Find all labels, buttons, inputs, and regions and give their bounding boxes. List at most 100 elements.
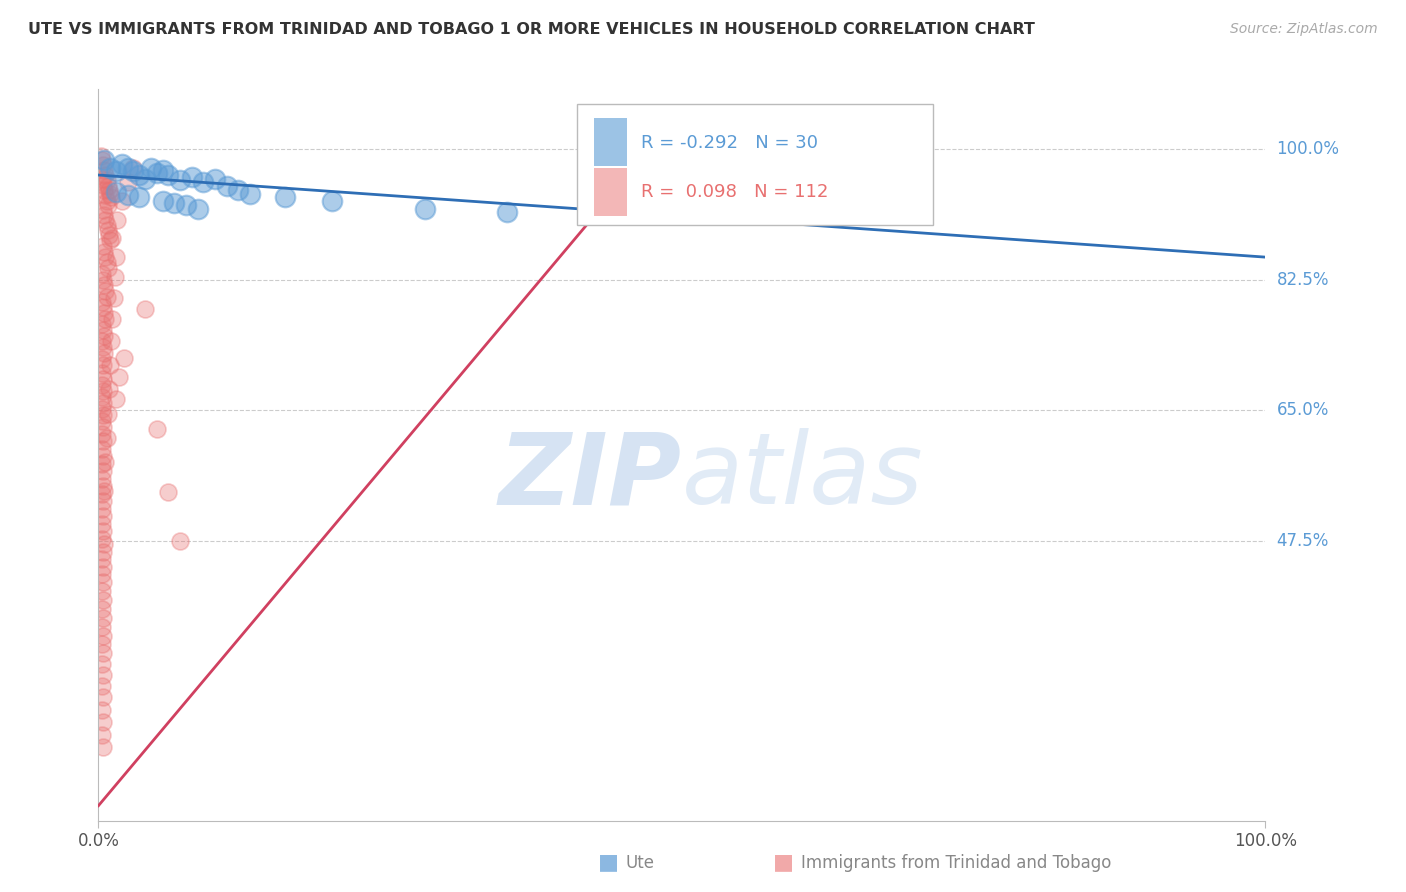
Point (101, 312, 124, 326)
Point (93, 162, 115, 177)
Point (163, 195, 186, 210)
Point (91, 668, 114, 682)
Point (413, 202, 436, 216)
Point (90, 427, 112, 442)
Point (91, 610, 114, 624)
Point (215, 179, 238, 194)
Text: 47.5%: 47.5% (1277, 532, 1329, 549)
Point (93, 244, 115, 259)
Point (94, 212, 117, 227)
Point (91, 464, 114, 478)
Point (204, 171, 226, 186)
Point (108, 369, 131, 384)
Point (104, 185, 127, 199)
Point (91, 395, 114, 409)
Point (146, 422, 169, 436)
Point (128, 190, 150, 204)
Point (117, 176, 139, 190)
Point (139, 161, 162, 175)
Point (228, 183, 250, 197)
Point (90, 149, 112, 163)
Point (152, 162, 174, 177)
Point (90, 352, 112, 367)
Point (100, 190, 122, 204)
Text: 82.5%: 82.5% (1277, 270, 1329, 288)
Point (91, 479, 114, 493)
Point (98, 359, 121, 373)
Point (91, 509, 114, 524)
Point (97, 198, 120, 212)
Point (274, 190, 297, 204)
Point (93, 183, 115, 197)
Point (90, 679, 112, 693)
Point (193, 176, 215, 190)
Point (91, 239, 114, 253)
Point (93, 328, 115, 343)
Point (103, 291, 125, 305)
Point (91, 545, 114, 559)
Point (90, 401, 112, 416)
Point (91, 272, 114, 286)
Point (111, 157, 134, 171)
Point (91, 592, 114, 607)
Point (90, 171, 112, 186)
Point (91, 372, 114, 386)
Point (91, 574, 114, 589)
Point (90, 619, 112, 633)
Text: Ute: Ute (626, 855, 655, 872)
Text: UTE VS IMMIGRANTS FROM TRINIDAD AND TOBAGO 1 OR MORE VEHICLES IN HOUSEHOLD CORRE: UTE VS IMMIGRANTS FROM TRINIDAD AND TOBA… (28, 22, 1035, 37)
Point (134, 302, 156, 317)
Point (98, 161, 121, 175)
Point (97, 227, 120, 242)
Point (90, 552, 112, 566)
Point (90, 366, 112, 380)
Point (91, 740, 114, 755)
Point (122, 161, 145, 175)
Point (122, 164, 145, 178)
Point (90, 487, 112, 501)
Text: atlas: atlas (682, 428, 924, 525)
Point (90, 318, 112, 332)
Point (93, 483, 115, 498)
Point (169, 173, 191, 187)
Point (93, 277, 115, 292)
Text: ■: ■ (598, 853, 619, 872)
Text: 100.0%: 100.0% (1277, 140, 1340, 158)
Point (97, 382, 120, 396)
Point (90, 294, 112, 309)
Point (157, 485, 180, 500)
Point (91, 560, 114, 574)
Point (96, 173, 118, 187)
Point (91, 420, 114, 434)
Point (93, 306, 115, 320)
Point (90, 583, 112, 598)
Point (90, 472, 112, 486)
Point (90, 442, 112, 456)
Point (91, 322, 114, 336)
Text: ■: ■ (773, 853, 794, 872)
Point (90, 657, 112, 671)
Point (91, 628, 114, 642)
Point (111, 194, 134, 209)
Point (91, 359, 114, 373)
Point (104, 270, 127, 285)
Point (96, 432, 118, 446)
Point (94, 168, 117, 182)
Point (90, 377, 112, 392)
Bar (595, 119, 627, 166)
Point (174, 198, 197, 212)
Point (134, 171, 156, 186)
FancyBboxPatch shape (576, 103, 932, 225)
Point (97, 261, 120, 276)
Point (91, 341, 114, 355)
Text: Immigrants from Trinidad and Tobago: Immigrants from Trinidad and Tobago (801, 855, 1112, 872)
Point (98, 186, 121, 201)
Point (97, 407, 120, 421)
Point (90, 501, 112, 516)
Point (187, 202, 209, 216)
Point (91, 434, 114, 449)
Point (90, 638, 112, 652)
Point (91, 158, 114, 172)
Point (91, 450, 114, 464)
Point (91, 408, 114, 422)
